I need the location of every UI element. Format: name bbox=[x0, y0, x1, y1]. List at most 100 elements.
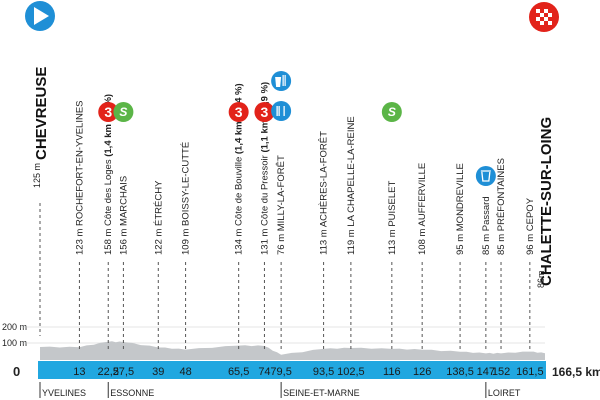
checker-square bbox=[544, 21, 548, 25]
scale-label-200: 200 m bbox=[2, 322, 27, 332]
region-name: YVELINES bbox=[42, 388, 86, 398]
waypoint-elevation: 113 m bbox=[319, 227, 330, 255]
checker-square bbox=[540, 9, 544, 13]
waypoint-name: CEPOY bbox=[525, 197, 536, 231]
waypoint-name: Côte de Bouville bbox=[234, 154, 245, 226]
waypoint-km-label: 147 bbox=[477, 366, 495, 378]
waypoint-name: PUISELET bbox=[387, 181, 398, 227]
checker-square bbox=[548, 9, 552, 13]
waypoint-elevation: 156 m bbox=[118, 226, 129, 255]
checker-square bbox=[536, 21, 540, 25]
waypoint-name: ÉTRÉCHY bbox=[153, 180, 164, 226]
waste-zone-badge bbox=[475, 166, 496, 186]
waypoint-elevation: 76 m bbox=[276, 231, 287, 255]
checker-square bbox=[544, 9, 548, 13]
region-name: SEINE-ET-MARNE bbox=[283, 388, 360, 398]
waypoint-name: ROCHEFORT-EN-YVELINES bbox=[74, 100, 85, 225]
waypoint-km-label: 126 bbox=[413, 366, 431, 378]
feed-zone-badge bbox=[271, 101, 292, 121]
waypoint-km-label: 79,5 bbox=[270, 366, 291, 378]
waypoint-km-label: 48 bbox=[179, 366, 191, 378]
checker-square bbox=[536, 17, 540, 21]
drink-cup-icon bbox=[275, 77, 282, 87]
feed-zone-badge bbox=[271, 71, 292, 91]
waypoint-name: PRÉFONTAINES bbox=[496, 158, 507, 231]
waypoint-label: 108 m AUFFERVILLE bbox=[417, 163, 428, 255]
waypoint-km-label: 27,5 bbox=[113, 366, 134, 378]
waypoint-km-label: 93,5 bbox=[313, 366, 334, 378]
waypoint-name: Côte du Pressoir bbox=[259, 153, 270, 226]
checker-square bbox=[540, 13, 544, 17]
climb-details: (1,4 km à 5 %) bbox=[103, 94, 114, 157]
finish-town-name: CHALETTE-SUR-LOING bbox=[538, 117, 555, 286]
waypoint-elevation: 96 m bbox=[525, 231, 536, 255]
elevation-profile-area bbox=[40, 341, 545, 360]
waypoint-km-label: 152 bbox=[492, 366, 510, 378]
utensils-icon bbox=[282, 75, 286, 86]
waypoint-label: 85 m PRÉFONTAINES bbox=[496, 158, 507, 255]
waypoint-label: 122 m ÉTRÉCHY bbox=[153, 180, 164, 255]
regions-layer: YVELINES ESSONNE SEINE-ET-MARNE LOIRET bbox=[39, 382, 521, 398]
distance-bar bbox=[38, 361, 546, 379]
waypoint-label: 113 m ACHÈRES-LA-FORÊT bbox=[319, 131, 330, 255]
sprint-badge bbox=[113, 102, 134, 122]
waypoint-km-label: 22,5 bbox=[98, 366, 119, 378]
kom-badge bbox=[228, 102, 249, 122]
waypoint-elevation: 158 m bbox=[103, 226, 114, 255]
waypoint-elevation: 123 m bbox=[74, 226, 85, 255]
waypoint-label: 76 m MILLY-LA-FORÊT bbox=[276, 155, 287, 255]
checker-square bbox=[540, 17, 544, 21]
checker-square bbox=[548, 17, 552, 21]
waypoint-name: MILLY-LA-FORÊT bbox=[276, 155, 287, 231]
start-town-name: CHEVREUSE bbox=[33, 67, 50, 160]
fork-knife-icon bbox=[276, 106, 285, 116]
sprint-badge bbox=[381, 102, 402, 122]
waypoint-label: 156 m MARCHAIS bbox=[118, 176, 129, 255]
waypoint-name: MONDREVILLE bbox=[455, 163, 466, 231]
waypoint-name: Passard bbox=[481, 196, 492, 231]
checker-square bbox=[536, 13, 540, 17]
finish-km: 166,5 km bbox=[552, 365, 600, 379]
waypoint-elevation: 108 m bbox=[417, 226, 428, 255]
waypoint-name: AUFFERVILLE bbox=[417, 163, 428, 227]
waypoint-elevation: 85 m bbox=[481, 231, 492, 255]
region-name: LOIRET bbox=[488, 388, 521, 398]
start-marker bbox=[25, 1, 55, 31]
waypoint-elevation: 122 m bbox=[153, 226, 164, 255]
waypoint-km-label: 161,5 bbox=[516, 366, 544, 378]
waypoint-name: ACHÈRES-LA-FORÊT bbox=[319, 131, 330, 227]
waypoint-name: Côte des Loges bbox=[103, 157, 114, 226]
checkered-flag-icon bbox=[536, 9, 552, 25]
waypoint-km-label: 65,5 bbox=[228, 366, 249, 378]
kom-category-label: 3 bbox=[261, 104, 269, 120]
trash-can-icon bbox=[480, 170, 491, 182]
sprint-badge-label: S bbox=[388, 105, 396, 119]
waypoint-label: 113 m PUISELET bbox=[387, 181, 398, 255]
waypoint-km-label: 74 bbox=[258, 366, 270, 378]
checker-square bbox=[548, 21, 552, 25]
scale-label-100: 100 m bbox=[2, 338, 27, 348]
waypoint-km-label: 116 bbox=[383, 366, 401, 378]
waypoint-km-label: 138,5 bbox=[446, 366, 474, 378]
sprint-badge-label: S bbox=[119, 105, 127, 119]
waypoint-label: 85 m Passard bbox=[481, 196, 492, 255]
waypoint-elevation: 113 m bbox=[387, 227, 398, 255]
kom-category-label: 3 bbox=[104, 104, 112, 120]
checker-square bbox=[544, 13, 548, 17]
waypoints-layer: 13 123 m ROCHEFORT-EN-YVELINES 22,5 158 m C… bbox=[73, 71, 544, 378]
finish-marker bbox=[529, 2, 559, 32]
play-icon bbox=[34, 7, 49, 25]
waypoint-label: 95 m MONDREVILLE bbox=[455, 163, 466, 255]
waypoint-elevation: 95 m bbox=[455, 231, 466, 255]
waypoint-label: 123 m ROCHEFORT-EN-YVELINES bbox=[74, 100, 85, 255]
waypoint-elevation: 109 m bbox=[181, 226, 192, 255]
region-name: ESSONNE bbox=[110, 388, 154, 398]
waypoint-name: LA CHAPELLE-LA-REINE bbox=[346, 116, 357, 226]
waypoint-elevation: 131 m bbox=[259, 226, 270, 255]
checker-square bbox=[544, 17, 548, 21]
kom-badge bbox=[98, 102, 119, 122]
waypoint-name: MARCHAIS bbox=[118, 176, 129, 226]
waypoint-km-label: 13 bbox=[73, 366, 85, 378]
waypoint-elevation: 119 m bbox=[346, 227, 357, 255]
